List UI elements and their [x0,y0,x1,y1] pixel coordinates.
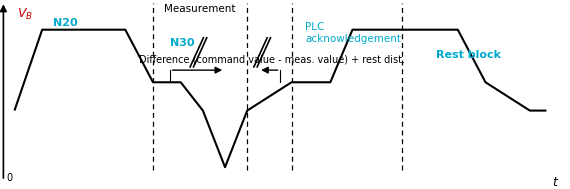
Text: t: t [552,176,557,189]
Text: Difference (command value - meas. value) + rest dist.: Difference (command value - meas. value)… [139,54,405,64]
Text: 0: 0 [6,173,13,183]
Text: PLC
acknowledgement: PLC acknowledgement [306,22,401,44]
Text: N20: N20 [53,18,78,28]
Text: N30: N30 [170,38,194,48]
Text: Measurement: Measurement [164,4,236,14]
Text: $V_B$: $V_B$ [17,7,33,22]
Text: Rest block: Rest block [435,50,500,60]
